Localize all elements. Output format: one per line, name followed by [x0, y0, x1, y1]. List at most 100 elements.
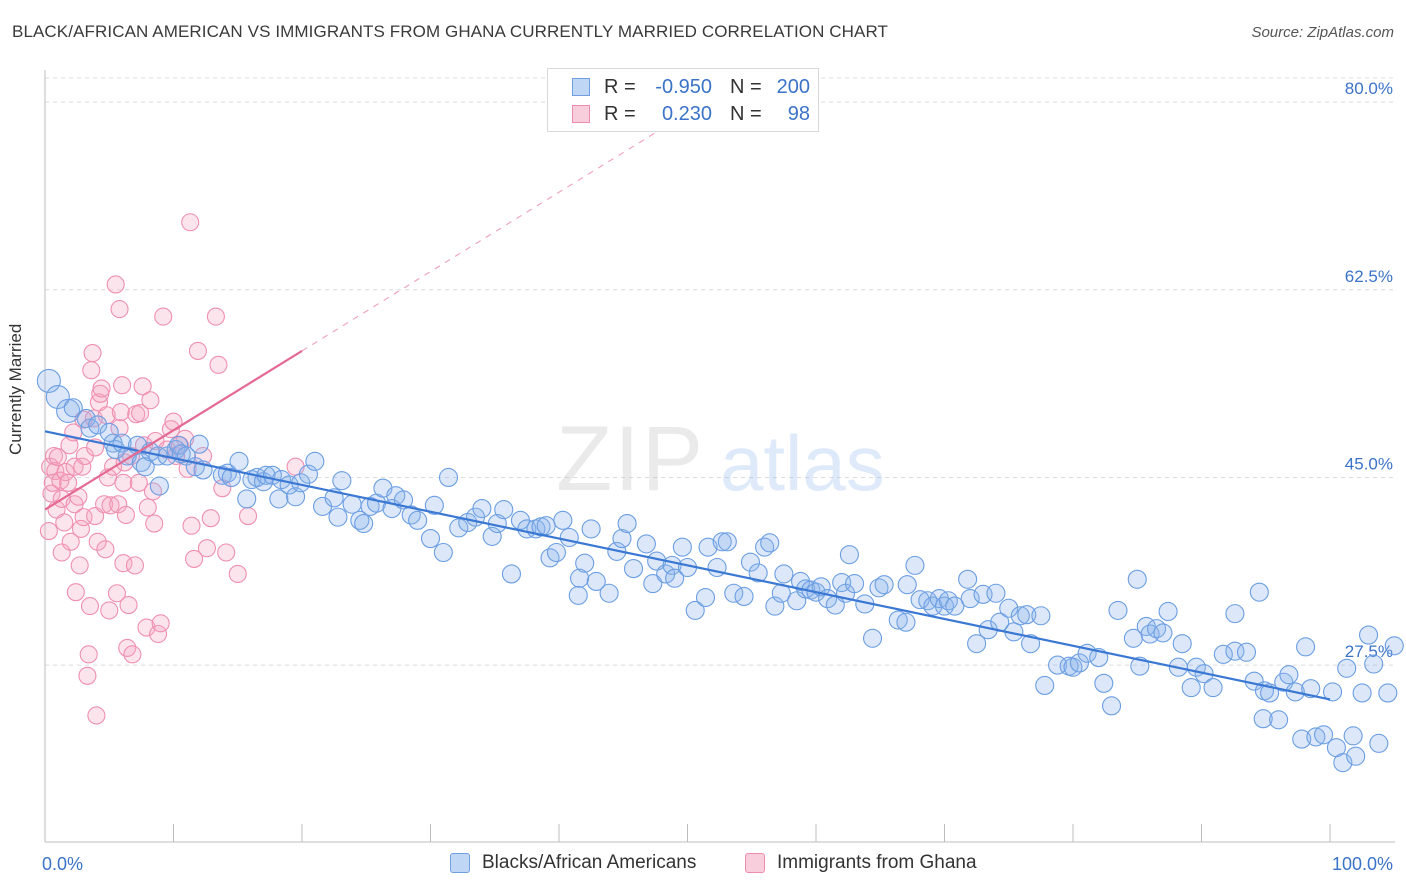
- ghana-point: [114, 473, 133, 492]
- ghana-point: [70, 556, 89, 575]
- black-point: [570, 568, 590, 588]
- legend-row-ghana: R = 0.230 N = 98: [572, 101, 810, 127]
- black-point: [623, 559, 644, 579]
- black-point: [1296, 637, 1316, 657]
- ghana-point: [69, 487, 88, 506]
- legend-r-value: 0.230: [661, 102, 712, 125]
- black-point: [740, 552, 761, 572]
- tick-labels: 27.5% 45.0% 62.5% 80.0% 0.0% 100.0%: [42, 79, 1393, 874]
- black-point: [1301, 679, 1321, 699]
- legend-r-value: -0.950: [655, 75, 712, 98]
- black-point: [1017, 605, 1037, 625]
- ghana-point: [145, 514, 164, 533]
- black-point: [599, 583, 619, 603]
- black-point: [1306, 727, 1326, 747]
- black-point: [1364, 654, 1384, 674]
- black-point: [774, 564, 794, 584]
- black-point: [354, 513, 374, 534]
- black-point: [540, 548, 560, 568]
- ghana-point: [96, 540, 115, 559]
- black-point: [135, 457, 155, 477]
- ghana-point: [133, 377, 152, 396]
- black-point: [760, 533, 780, 553]
- black-point: [967, 634, 987, 654]
- black-point: [1108, 600, 1128, 620]
- ghana-point: [66, 583, 85, 602]
- black-point: [1158, 601, 1178, 622]
- black-point: [665, 568, 685, 588]
- black-point: [575, 553, 595, 573]
- x-tick-label: 0.0%: [42, 854, 83, 874]
- legend-r-label: R =: [604, 102, 636, 125]
- black-point: [1253, 709, 1273, 729]
- ghana-point: [82, 361, 101, 380]
- black-point: [874, 575, 894, 595]
- black-point: [685, 600, 705, 620]
- ghana-point: [206, 307, 225, 326]
- legend-item-ghana: Immigrants from Ghana: [745, 852, 977, 874]
- black-point: [1153, 623, 1173, 643]
- black-point: [1236, 642, 1257, 662]
- black-point: [536, 516, 556, 536]
- black-point: [960, 589, 980, 609]
- black-point: [45, 384, 70, 410]
- black-point: [99, 422, 119, 442]
- black-point: [80, 418, 100, 438]
- y-tick-label: 27.5%: [1345, 642, 1393, 661]
- black-point: [350, 510, 370, 530]
- ghana-point: [129, 473, 148, 492]
- legend-row-blacks: R = -0.950 N = 200: [572, 74, 810, 100]
- black-point: [958, 569, 978, 589]
- black-point: [695, 587, 716, 608]
- black-point: [88, 415, 108, 435]
- black-point: [586, 571, 606, 592]
- black-point: [1314, 725, 1334, 745]
- black-point: [734, 586, 754, 607]
- black-point: [643, 574, 663, 594]
- legend-swatch-pink: [572, 105, 590, 123]
- black-point: [1172, 634, 1192, 654]
- ghana-point: [95, 495, 114, 514]
- black-point: [559, 527, 579, 548]
- black-point: [332, 471, 352, 491]
- black-point: [420, 529, 441, 549]
- black-point: [1225, 604, 1245, 624]
- black-point: [905, 555, 925, 575]
- legend-n-label: N =: [730, 102, 762, 125]
- ghana-point: [48, 448, 67, 467]
- source-label: Source: ZipAtlas.com: [1251, 24, 1394, 41]
- black-point: [1031, 606, 1051, 626]
- y-tick-label: 62.5%: [1345, 267, 1393, 286]
- y-tick-label: 80.0%: [1345, 79, 1393, 98]
- ghana-point: [209, 355, 228, 374]
- ghana-point: [73, 457, 92, 476]
- ghana-point: [113, 376, 132, 395]
- legend-swatch-blue: [450, 853, 470, 873]
- ghana-point: [100, 601, 119, 620]
- black-point: [934, 596, 955, 616]
- black-point: [1021, 634, 1041, 654]
- black-point: [401, 505, 421, 525]
- ghana-point: [83, 344, 102, 363]
- ghana-point: [39, 522, 58, 541]
- black-point: [1337, 658, 1357, 678]
- ghana-point: [143, 482, 162, 501]
- legend-swatch-blue: [572, 78, 590, 96]
- legend-n-label: N =: [730, 75, 762, 98]
- ghana-point: [131, 404, 150, 423]
- black-point: [581, 519, 601, 539]
- black-point: [546, 542, 566, 563]
- black-point: [501, 564, 522, 584]
- black-point: [1323, 682, 1343, 702]
- black-point: [269, 489, 289, 509]
- ghana-point: [197, 539, 216, 558]
- black-point: [472, 498, 492, 519]
- watermark-atlas: atlas: [720, 419, 885, 507]
- black-point: [862, 628, 883, 648]
- x-tick-label: 100.0%: [1332, 854, 1393, 874]
- ghana-point: [79, 645, 98, 664]
- legend-r-label: R =: [604, 75, 636, 98]
- ghana-point: [116, 505, 136, 525]
- ghana-point: [119, 595, 138, 615]
